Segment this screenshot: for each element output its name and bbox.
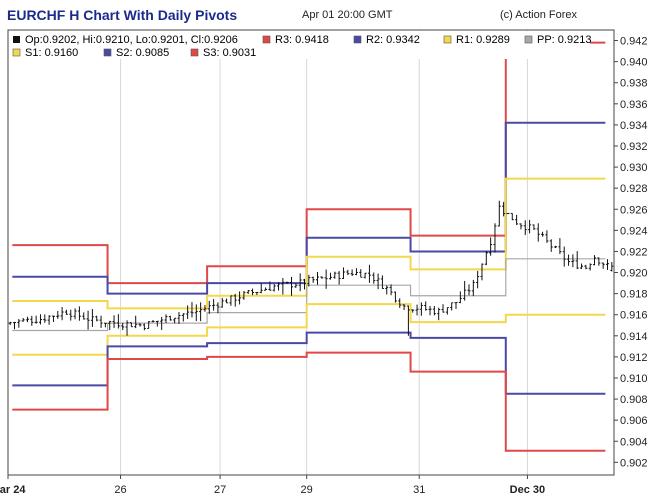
y-tick-label: 0.914 [620,331,648,343]
ohlc-swatch [13,36,20,43]
y-tick-label: 0.902 [620,457,648,469]
y-tick-label: 0.910 [620,373,648,385]
y-tick-label: 0.938 [620,78,648,90]
y-tick-label: 0.940 [620,57,648,69]
y-tick-label: 0.906 [620,415,648,427]
pivot-line-r2 [12,121,606,295]
x-tick-label: Dec 30 [510,484,545,496]
pivot-line-s2 [12,331,606,395]
y-tick-label: 0.922 [620,246,648,258]
legend-label-pp: PP: 0.9213 [537,34,591,46]
x-tick-label: 27 [214,484,226,496]
grid-layer [120,30,528,475]
legend-swatch-r3 [262,35,271,44]
plot-frame [7,29,615,476]
pivot-line-pp [12,258,606,332]
y-tick-label: 0.936 [620,99,648,111]
y-tick-label: 0.932 [620,141,648,153]
x-tick-label: Mar 24 [0,484,26,496]
legend-label-s3: S3: 0.9031 [203,47,256,59]
chart-timestamp: Apr 01 20:00 GMT [302,9,393,21]
pivot-line-s3 [12,351,606,452]
y-tick-label: 0.904 [620,436,648,448]
legend-swatch-s2 [103,48,112,57]
pivot-line-s1 [12,303,606,356]
legend-swatch-r2 [353,35,362,44]
legend: Op:0.9202, Hi:0.9210, Lo:0.9201, Cl:0.92… [12,34,591,59]
y-tick-label: 0.912 [620,352,648,364]
y-tick-label: 0.942 [620,36,648,48]
x-axis: Mar 24 26 27 29 31 Dec 30 [0,475,545,496]
chart-title: EURCHF H Chart With Daily Pivots [7,7,238,23]
y-tick-label: 0.908 [620,394,648,406]
ohlc-readout: Op:0.9202, Hi:0.9210, Lo:0.9201, Cl:0.92… [25,34,238,46]
pivot-line-r3 [12,41,606,285]
legend-label-r1: R1: 0.9289 [456,34,510,46]
y-tick-label: 0.918 [620,289,648,301]
legend-swatch-r1 [443,35,452,44]
y-tick-label: 0.924 [620,225,648,237]
y-tick-label: 0.934 [620,120,648,132]
legend-label-r3: R3: 0.9418 [275,34,329,46]
y-tick-label: 0.926 [620,204,648,216]
x-tick-label: 26 [114,484,126,496]
x-tick-label: 31 [413,484,425,496]
legend-label-s1: S1: 0.9160 [25,47,78,59]
y-tick-label: 0.930 [620,162,648,174]
y-axis: 0.902 0.904 0.906 0.908 0.910 0.912 0.914 0.916… [614,36,648,469]
x-tick-label: 29 [301,484,313,496]
candles [8,200,614,336]
legend-swatch-pp [524,35,533,44]
legend-label-r2: R2: 0.9342 [366,34,420,46]
y-tick-label: 0.928 [620,183,648,195]
chart-credit: (c) Action Forex [500,9,578,21]
legend-swatch-s3 [190,48,199,57]
y-tick-label: 0.920 [620,268,648,280]
legend-label-s2: S2: 0.9085 [116,47,169,59]
legend-swatch-s1 [12,48,21,57]
pivot-lines [12,41,606,452]
y-tick-label: 0.916 [620,310,648,322]
pivot-line-r1 [12,177,606,310]
